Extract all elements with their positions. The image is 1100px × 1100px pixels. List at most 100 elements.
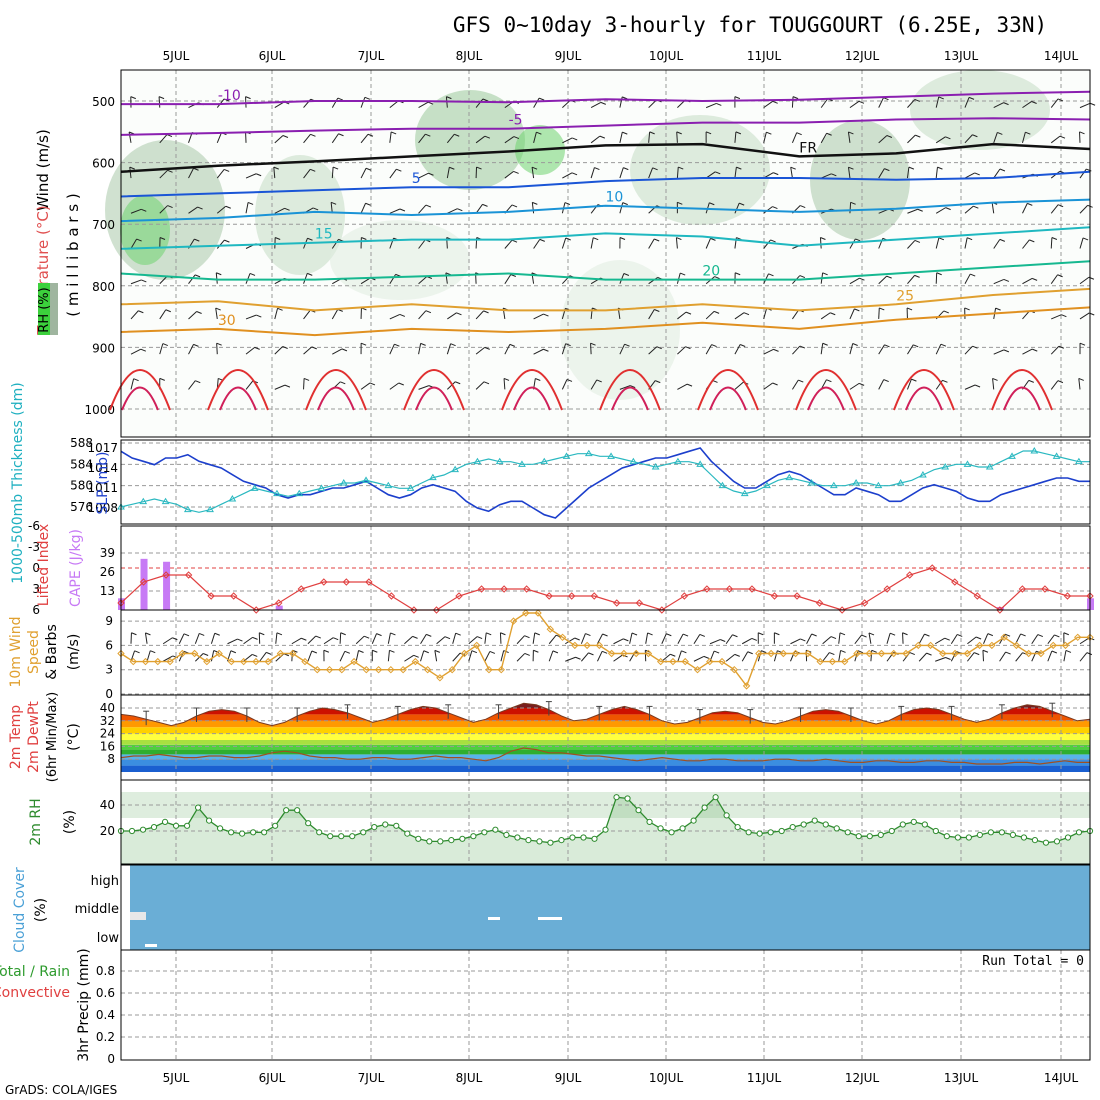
date-label-bottom: 5JUL (163, 1071, 190, 1085)
wind-barb (183, 633, 190, 637)
wind-speed-point (362, 665, 371, 674)
wind-barb (676, 167, 679, 179)
wind-barb (886, 275, 892, 279)
wind-barb (389, 274, 397, 284)
wind-barb (648, 346, 658, 355)
wind-speed-point (632, 649, 640, 658)
wind-barb (524, 652, 530, 656)
wind-barb (1022, 132, 1026, 143)
thickness-point (273, 489, 281, 497)
wind-speed-point (779, 649, 788, 658)
cape-bar (163, 561, 171, 610)
wind-speed-point (485, 665, 493, 674)
precip-tick: 0.8 (96, 964, 115, 978)
wind-barb (993, 278, 1005, 285)
wind-barb (140, 348, 147, 352)
cape-axis-label: CAPE (J/kg) (68, 529, 84, 607)
wind-barb (790, 638, 801, 645)
wind-barb (413, 654, 419, 658)
rh-point (327, 833, 334, 840)
wind-barb (1032, 348, 1038, 352)
rh-point (866, 833, 873, 840)
temperature-contour-40 (415, 386, 453, 411)
wind-barb (1003, 278, 1010, 282)
wind-barb (791, 96, 794, 108)
wind-barb (590, 379, 598, 390)
wind-barb (531, 167, 535, 179)
rh-point (128, 827, 136, 835)
wind-barb (907, 134, 916, 144)
wind-speed-point (399, 665, 407, 674)
wind-barb (223, 169, 230, 172)
wind-barb (504, 136, 515, 144)
wind-barb (907, 240, 916, 249)
wind-barb (974, 652, 980, 656)
wind-barb (371, 633, 378, 644)
temp-color-band (121, 740, 1090, 745)
precip-tick: 0.6 (96, 986, 115, 1000)
li-tick: 0 (32, 561, 40, 575)
wind-barb (972, 345, 978, 349)
wind-barb (418, 133, 426, 144)
date-label-top: 11JUL (747, 49, 782, 63)
thickness-point (1074, 457, 1083, 465)
rh-point (404, 830, 411, 837)
thickness-point (1030, 447, 1039, 454)
wind-barb (167, 169, 173, 173)
rh-point (734, 824, 741, 831)
wind-barb (575, 656, 581, 660)
slp-tick: 1014 (87, 461, 118, 475)
wind-barb (751, 638, 758, 641)
wind-barb (580, 633, 586, 644)
temperature-contour-40 (317, 386, 355, 411)
li-axis-label: Lifted Index (36, 524, 52, 606)
wind-barb (588, 652, 594, 656)
wind-barb (468, 650, 473, 662)
li-point (1018, 585, 1027, 593)
wind-barb (705, 102, 717, 109)
wind-barb (216, 169, 225, 179)
li-point (906, 571, 914, 579)
wind-barb (331, 97, 339, 108)
wind-barb (596, 379, 602, 383)
date-label-top: 9JUL (555, 49, 582, 63)
date-label-top: 14JUL (1044, 49, 1079, 63)
wind-barb (1050, 237, 1053, 249)
rh-point (250, 829, 257, 836)
temperature-contour (120, 226, 1091, 250)
thickness-point (562, 452, 571, 459)
precip-legend-convective: Convective (0, 985, 70, 1001)
wind-speed-point (890, 649, 898, 658)
wind-barb (1027, 202, 1033, 206)
wind-speed-point (681, 657, 689, 666)
wind-barb (854, 308, 860, 312)
wind-barb (741, 651, 749, 662)
wind-barb (425, 310, 432, 314)
wind-speed-point (975, 641, 984, 650)
wind-barb (418, 101, 429, 109)
wind-barb (303, 133, 311, 144)
wind-barb (838, 650, 842, 662)
wind-barb (666, 633, 672, 637)
wind-barb (1004, 633, 1011, 637)
li-point (725, 585, 734, 593)
wind-barb (909, 652, 915, 656)
rh-axis-label: RH (%) (37, 287, 52, 332)
wind-barb (661, 633, 667, 644)
temp-tick: 40 (100, 701, 115, 715)
wind-barb (511, 204, 518, 208)
wind-barb (475, 310, 484, 320)
wind-barb (879, 307, 885, 311)
li-point (635, 599, 644, 607)
wind-barb (471, 650, 478, 654)
wind-speed-point (497, 665, 505, 674)
wind-barb (935, 207, 946, 214)
wind-barb (446, 343, 452, 355)
wind-barb (500, 632, 506, 636)
cloud-level-label: high (91, 874, 119, 889)
precip-tick: 0.2 (96, 1030, 115, 1044)
wind-barb (747, 651, 753, 655)
wind-barb (532, 201, 538, 205)
wind-barb (886, 135, 893, 138)
li-point (838, 606, 846, 614)
